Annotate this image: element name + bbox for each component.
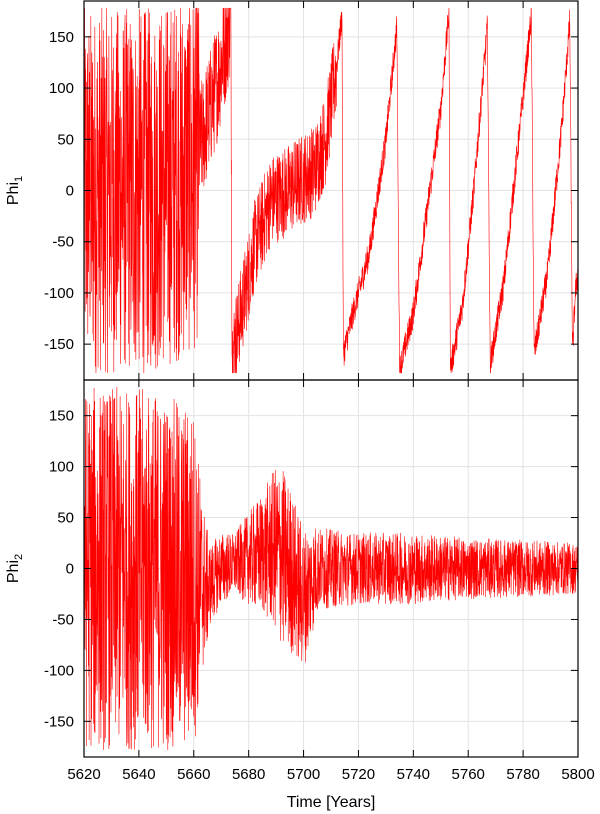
ylabel-phi2-sub: 2 bbox=[13, 554, 25, 560]
ytick-label-phi2-4: 50 bbox=[57, 510, 74, 527]
ylabel-phi2: Phi2 bbox=[5, 554, 25, 583]
ytick-label-phi2-5: 100 bbox=[49, 459, 74, 476]
xtick-label-1: 5640 bbox=[122, 766, 155, 783]
ylabel-phi1-main: Phi bbox=[5, 182, 22, 205]
xtick-label-0: 5620 bbox=[67, 766, 100, 783]
ytick-label-phi1-2: -50 bbox=[52, 234, 74, 251]
ytick-label-phi1-3: 0 bbox=[66, 183, 74, 200]
ytick-label-phi2-3: 0 bbox=[66, 561, 74, 578]
panel-phi1: -150 -100 -50 0 50 100 150 Phi1 bbox=[5, 0, 579, 381]
xtick-label-5: 5720 bbox=[342, 766, 375, 783]
xtick-label-3: 5680 bbox=[232, 766, 265, 783]
ytick-label-phi2-1: -100 bbox=[44, 662, 74, 679]
ytick-label-phi1-5: 100 bbox=[49, 80, 74, 97]
panel-phi2: -150 -100 -50 0 50 100 150 Phi2 bbox=[5, 379, 579, 758]
xtick-label-8: 5780 bbox=[506, 766, 539, 783]
xtick-label-6: 5740 bbox=[397, 766, 430, 783]
xtick-label-4: 5700 bbox=[287, 766, 320, 783]
ytick-label-phi1-6: 150 bbox=[49, 29, 74, 46]
series-phi2-line bbox=[83, 386, 579, 751]
ytick-label-phi1-0: -150 bbox=[44, 336, 74, 353]
x-axis-title: Time [Years] bbox=[287, 794, 376, 811]
series-phi1-line bbox=[83, 7, 579, 374]
ylabel-phi1: Phi1 bbox=[5, 176, 25, 205]
xtick-label-7: 5760 bbox=[452, 766, 485, 783]
ylabel-phi1-sub: 1 bbox=[13, 176, 25, 182]
ticks-phi1: -150 -100 -50 0 50 100 150 bbox=[44, 1, 579, 380]
ytick-label-phi2-6: 150 bbox=[49, 408, 74, 425]
ytick-label-phi1-1: -100 bbox=[44, 285, 74, 302]
xtick-label-2: 5660 bbox=[177, 766, 210, 783]
ytick-label-phi2-2: -50 bbox=[52, 611, 74, 628]
x-axis: 5620 5640 5660 5680 5700 5720 5740 5760 5780 5800 bbox=[67, 766, 594, 783]
ticks-phi2: -150 -100 -50 0 50 100 150 bbox=[44, 380, 579, 757]
xtick-label-9: 5800 bbox=[561, 766, 594, 783]
ylabel-phi2-main: Phi bbox=[5, 560, 22, 583]
ytick-label-phi1-4: 50 bbox=[57, 131, 74, 148]
ytick-label-phi2-0: -150 bbox=[44, 713, 74, 730]
